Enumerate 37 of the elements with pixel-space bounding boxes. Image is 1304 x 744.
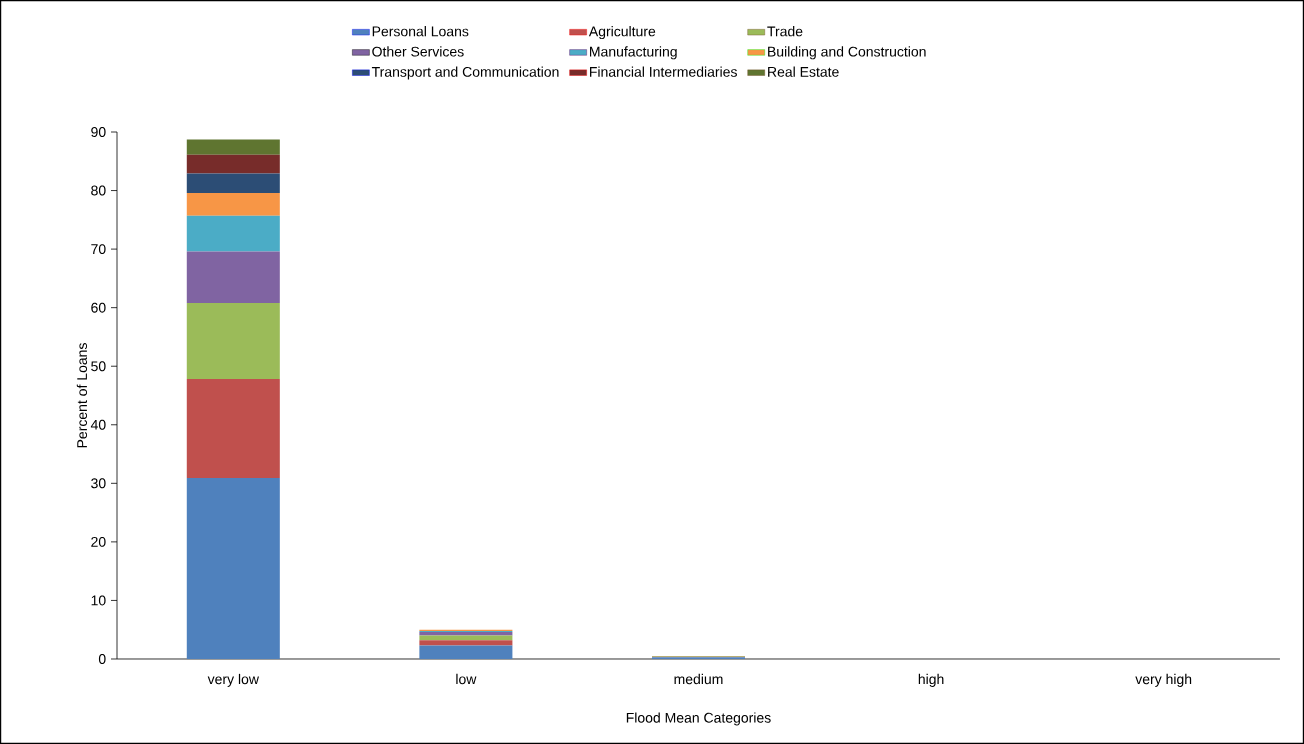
legend-label: Other Services <box>372 46 464 57</box>
y-tick-label: 30 <box>91 478 106 489</box>
bar <box>186 173 280 193</box>
bar <box>419 640 513 646</box>
legend-label: Real Estate <box>768 66 839 77</box>
x-tick-label: very high <box>1135 673 1192 687</box>
y-tick-label: 40 <box>90 419 106 430</box>
bar <box>419 645 513 659</box>
legend-label: Transport and Communication <box>371 66 559 80</box>
legend-label: Financial Intermediaries <box>590 66 737 77</box>
x-tick-label: high <box>918 673 944 687</box>
y-tick-label: 10 <box>91 595 106 606</box>
legend-label: Manufacturing <box>590 46 677 60</box>
legend-label: Trade <box>767 26 803 37</box>
y-tick-label: 20 <box>91 536 106 547</box>
bar <box>186 139 280 155</box>
bar <box>186 478 280 659</box>
bar <box>186 379 280 479</box>
y-tick-label: 70 <box>91 244 106 255</box>
legend-label: Building and Construction <box>768 46 926 60</box>
y-tick-label: 90 <box>91 127 106 137</box>
x-tick-label: medium <box>674 673 723 685</box>
x-tick-label: very low <box>207 673 259 687</box>
bar <box>186 154 280 174</box>
y-tick-label: 50 <box>91 361 106 372</box>
x-tick-label: low <box>456 673 477 685</box>
bar <box>186 192 280 216</box>
y-tick-label: 80 <box>91 185 106 196</box>
legend-label: Agriculture <box>588 26 656 40</box>
y-tick-label: 60 <box>91 302 106 313</box>
bar <box>186 302 280 380</box>
x-axis-title: Flood Mean Categories <box>626 712 771 726</box>
bar <box>186 215 280 252</box>
legend-label: Personal Loans <box>372 26 469 37</box>
bar <box>186 251 280 303</box>
y-tick-label: 0 <box>98 654 106 664</box>
y-axis-title: Percent of Loans <box>76 343 88 448</box>
